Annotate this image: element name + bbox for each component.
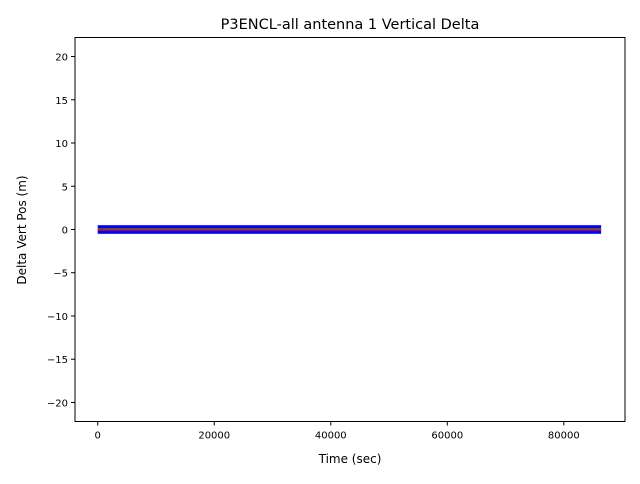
x-tick-label: 80000 (548, 431, 580, 442)
x-tick-label: 0 (95, 431, 101, 442)
y-tick-label: 20 (55, 53, 68, 64)
y-tick-label: 10 (55, 139, 68, 150)
chart-title: P3ENCL-all antenna 1 Vertical Delta (221, 17, 480, 33)
y-tick-label: 0 (62, 226, 68, 237)
x-tick-label: 40000 (315, 431, 347, 442)
ticks: 0 20000 40000 60000 80000 20 15 10 5 0 −5 −10 −15 −20 (47, 53, 580, 442)
y-tick-label: −15 (47, 355, 68, 366)
x-tick-label: 60000 (431, 431, 463, 442)
y-axis-label: Delta Vert Pos (m) (15, 175, 29, 284)
y-tick-label: 5 (62, 182, 68, 193)
y-tick-label: 15 (55, 96, 68, 107)
x-axis-label: Time (sec) (318, 452, 382, 466)
y-tick-label: −20 (47, 398, 68, 409)
x-tick-label: 20000 (198, 431, 230, 442)
axes-frame (74, 37, 626, 422)
y-tick-label: −10 (47, 312, 68, 323)
plot-area (97, 225, 602, 234)
y-tick-label: −5 (53, 269, 68, 280)
